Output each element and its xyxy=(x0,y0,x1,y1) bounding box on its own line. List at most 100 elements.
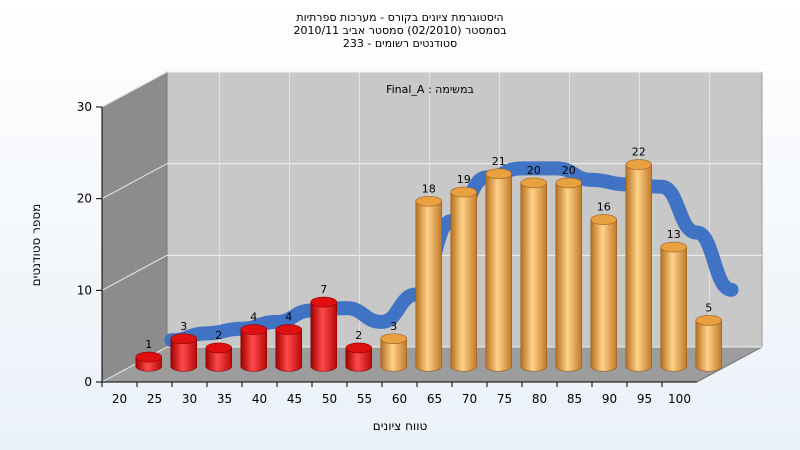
y-axis-label: מספר סטודנטים xyxy=(29,204,43,287)
x-tick-label: 65 xyxy=(427,392,442,406)
y-axis-ticks: 0 10 20 30 xyxy=(77,100,102,389)
task-annotation: במשימה : Final_A xyxy=(386,83,474,96)
bar-value-label: 3 xyxy=(180,320,187,333)
bar-value-label: 7 xyxy=(320,283,327,296)
bar-value-label: 4 xyxy=(250,311,257,324)
bar-value-label: 2 xyxy=(215,329,222,342)
bar-cap xyxy=(310,296,337,308)
bar-body xyxy=(590,219,617,372)
bar xyxy=(450,186,477,372)
y-tick-label: 10 xyxy=(77,283,92,297)
bar-cap xyxy=(660,241,687,253)
bar-body xyxy=(170,338,197,372)
bar-value-label: 20 xyxy=(527,164,541,177)
bar xyxy=(485,168,512,372)
x-tick-label: 75 xyxy=(497,392,512,406)
bar-cap xyxy=(415,195,442,207)
bar-cap xyxy=(170,333,198,345)
bar-cap xyxy=(485,168,512,180)
bar xyxy=(625,159,652,372)
bar xyxy=(555,177,582,372)
x-tick-label: 95 xyxy=(637,392,652,406)
bar-body xyxy=(380,338,407,372)
bar xyxy=(380,333,407,372)
bar-cap xyxy=(135,351,163,363)
bars-group xyxy=(135,159,722,372)
bar-body xyxy=(555,182,582,372)
x-tick-label: 50 xyxy=(322,392,337,406)
bar-body xyxy=(205,347,232,372)
left-wall xyxy=(101,71,168,383)
x-axis-ticks: 20 25 30 35 40 45 50 55 60 65 70 75 80 85 90 95 100 xyxy=(101,382,691,406)
x-tick-label: 100 xyxy=(668,392,691,406)
x-tick-label: 40 xyxy=(252,392,267,406)
y-tick-label: 30 xyxy=(77,100,92,114)
bar-cap xyxy=(520,177,547,189)
x-tick-label: 55 xyxy=(357,392,372,406)
bar-cap xyxy=(590,214,617,225)
chart-title-line-1: היסטוגרמת ציונים בקורס - מערכות ספרתיות xyxy=(296,11,504,24)
x-tick-label: 70 xyxy=(462,392,477,406)
bar-body xyxy=(415,200,442,372)
bar-body xyxy=(275,329,302,372)
bar xyxy=(205,342,233,372)
y-tick-label: 20 xyxy=(77,192,92,206)
grid-line-left xyxy=(101,71,168,108)
bar-value-label: 5 xyxy=(705,301,712,314)
bar-value-label: 13 xyxy=(667,228,681,241)
x-tick-label: 90 xyxy=(602,392,617,406)
grid-line-left xyxy=(101,163,168,200)
bar-cap xyxy=(555,177,582,189)
bar-value-label: 2 xyxy=(355,329,362,342)
bar-cap xyxy=(345,342,372,354)
bar xyxy=(590,214,617,372)
bar-body xyxy=(310,301,337,372)
bar xyxy=(170,333,198,372)
bar-body xyxy=(520,182,547,372)
bar-value-label: 18 xyxy=(422,182,436,195)
bar-body xyxy=(450,191,477,372)
bar xyxy=(520,177,547,372)
bar-body xyxy=(625,164,652,372)
bar-cap xyxy=(240,324,268,335)
bar-value-label: 19 xyxy=(457,173,471,186)
bar-body xyxy=(695,320,722,372)
chart-title-line-2: בסמסטר (02/2010) סמסטר אביב 2010/11 xyxy=(293,24,507,37)
bar-cap xyxy=(275,324,302,335)
bar-cap xyxy=(695,315,722,326)
x-tick-label: 30 xyxy=(182,392,197,406)
bar-value-label: 3 xyxy=(390,320,397,333)
bar xyxy=(345,342,372,372)
bar xyxy=(135,351,163,372)
bar-value-label: 21 xyxy=(492,155,506,168)
bar xyxy=(310,296,337,372)
bar xyxy=(240,324,268,372)
grid-line-left xyxy=(101,254,168,291)
x-tick-label: 20 xyxy=(112,392,127,406)
chart-title: היסטוגרמת ציונים בקורס - מערכות ספרתיות … xyxy=(0,11,800,50)
x-tick-label: 60 xyxy=(392,392,407,406)
bar-body xyxy=(660,246,687,372)
x-tick-label: 85 xyxy=(567,392,582,406)
bar-value-label: 4 xyxy=(285,311,292,324)
bar-value-label: 20 xyxy=(562,164,576,177)
bar-cap xyxy=(625,159,652,170)
bar-value-label: 16 xyxy=(597,201,611,214)
x-tick-label: 45 xyxy=(287,392,302,406)
x-tick-label: 25 xyxy=(147,392,162,406)
bar-value-label: 1 xyxy=(145,338,152,351)
bar-cap xyxy=(205,342,233,354)
bar-body xyxy=(240,329,267,372)
bar-cap xyxy=(380,333,407,345)
bar-cap xyxy=(450,186,477,198)
bar xyxy=(695,315,722,372)
x-tick-label: 35 xyxy=(217,392,232,406)
bar xyxy=(660,241,687,372)
y-tick-label: 0 xyxy=(84,375,92,389)
bar xyxy=(415,195,442,372)
bar-body xyxy=(345,347,372,372)
x-axis-label: טווח ציונים xyxy=(373,419,428,433)
bar-value-label: 22 xyxy=(632,146,646,159)
